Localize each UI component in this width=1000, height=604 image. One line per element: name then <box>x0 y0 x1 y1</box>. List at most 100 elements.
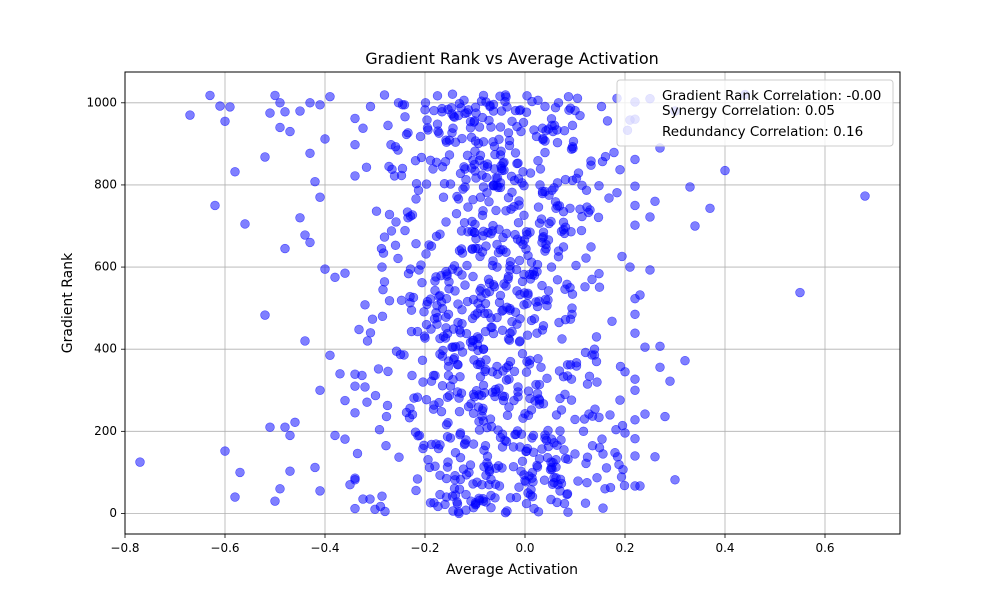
scatter-point <box>486 313 496 323</box>
scatter-point <box>453 299 463 309</box>
scatter-point <box>630 374 640 384</box>
scatter-point <box>478 416 489 426</box>
scatter-point <box>584 371 595 382</box>
scatter-point <box>407 409 418 420</box>
scatter-point <box>655 341 665 352</box>
scatter-point <box>536 362 546 372</box>
scatter-point <box>315 486 325 496</box>
scatter-point <box>543 441 554 452</box>
scatter-point <box>523 410 534 421</box>
scatter-point <box>454 406 465 417</box>
scatter-point <box>533 202 544 212</box>
scatter-point <box>538 321 549 331</box>
scatter-point <box>685 182 695 192</box>
scatter-point <box>485 100 495 110</box>
scatter-point <box>563 507 573 517</box>
scatter-point <box>441 217 451 227</box>
scatter-point <box>456 244 467 254</box>
scatter-point <box>521 498 532 509</box>
scatter-point <box>580 498 591 508</box>
scatter-point <box>567 120 578 131</box>
scatter-point <box>350 381 360 391</box>
scatter-point <box>365 328 376 338</box>
scatter-point <box>630 385 640 395</box>
scatter-point <box>386 226 397 236</box>
scatter-point <box>480 364 491 375</box>
scatter-point <box>517 276 528 287</box>
scatter-point <box>615 165 625 175</box>
scatter-point <box>640 409 650 419</box>
scatter-point <box>580 282 590 292</box>
scatter-point <box>300 230 310 240</box>
scatter-point <box>350 171 360 181</box>
scatter-point <box>571 260 581 271</box>
scatter-point <box>471 385 482 396</box>
scatter-point <box>350 503 360 514</box>
scatter-point <box>426 324 436 334</box>
scatter-point <box>357 370 367 381</box>
scatter-point <box>510 105 521 116</box>
y-tick-label: 200 <box>94 424 117 438</box>
scatter-point <box>517 456 528 467</box>
scatter-point <box>594 282 605 292</box>
scatter-point <box>502 410 513 421</box>
scatter-point <box>554 317 564 328</box>
scatter-point <box>440 156 451 167</box>
scatter-point <box>413 185 424 195</box>
scatter-point <box>537 280 547 291</box>
scatter-point <box>581 253 591 263</box>
scatter-point <box>330 430 340 441</box>
scatter-point <box>375 501 386 512</box>
scatter-point <box>612 188 622 198</box>
scatter-point <box>350 113 360 124</box>
scatter-point <box>619 480 630 491</box>
scatter-point <box>562 489 573 499</box>
scatter-point <box>430 461 440 471</box>
scatter-point <box>403 213 413 223</box>
scatter-point <box>320 134 330 144</box>
scatter-point <box>587 274 597 285</box>
scatter-point <box>598 503 608 513</box>
scatter-point <box>481 241 491 251</box>
scatter-point <box>503 274 513 284</box>
scatter-point <box>534 296 544 306</box>
scatter-point <box>493 461 504 471</box>
scatter-point <box>460 164 470 174</box>
legend-entry-redundancy: Redundancy Correlation: 0.16 <box>662 124 863 140</box>
scatter-point <box>553 480 563 490</box>
scatter-point <box>305 237 315 248</box>
scatter-point <box>471 108 481 118</box>
scatter-point <box>468 155 478 165</box>
scatter-point <box>185 110 195 120</box>
scatter-point <box>384 209 395 220</box>
scatter-point <box>492 361 502 372</box>
scatter-point <box>383 366 393 377</box>
scatter-point <box>515 336 525 346</box>
scatter-point <box>280 107 290 117</box>
scatter-point <box>377 311 388 322</box>
scatter-point <box>491 205 501 216</box>
scatter-point <box>645 265 655 275</box>
scatter-point <box>412 474 423 484</box>
scatter-point <box>441 492 452 502</box>
scatter-point <box>615 395 625 405</box>
scatter-point <box>614 459 624 470</box>
scatter-point <box>552 275 563 285</box>
scatter-point <box>495 122 506 132</box>
scatter-point <box>463 202 473 212</box>
scatter-point <box>376 243 387 254</box>
scatter-point <box>443 356 454 366</box>
scatter-point <box>650 452 660 462</box>
scatter-point <box>445 433 456 443</box>
y-tick-label: 800 <box>94 177 117 191</box>
scatter-point <box>436 406 447 417</box>
scatter-point <box>469 116 480 126</box>
scatter-point <box>523 288 533 299</box>
scatter-point <box>591 332 602 342</box>
scatter-point <box>567 142 578 152</box>
scatter-point <box>330 272 340 283</box>
scatter-point <box>516 466 526 476</box>
scatter-point <box>447 342 457 352</box>
scatter-point <box>230 167 240 177</box>
